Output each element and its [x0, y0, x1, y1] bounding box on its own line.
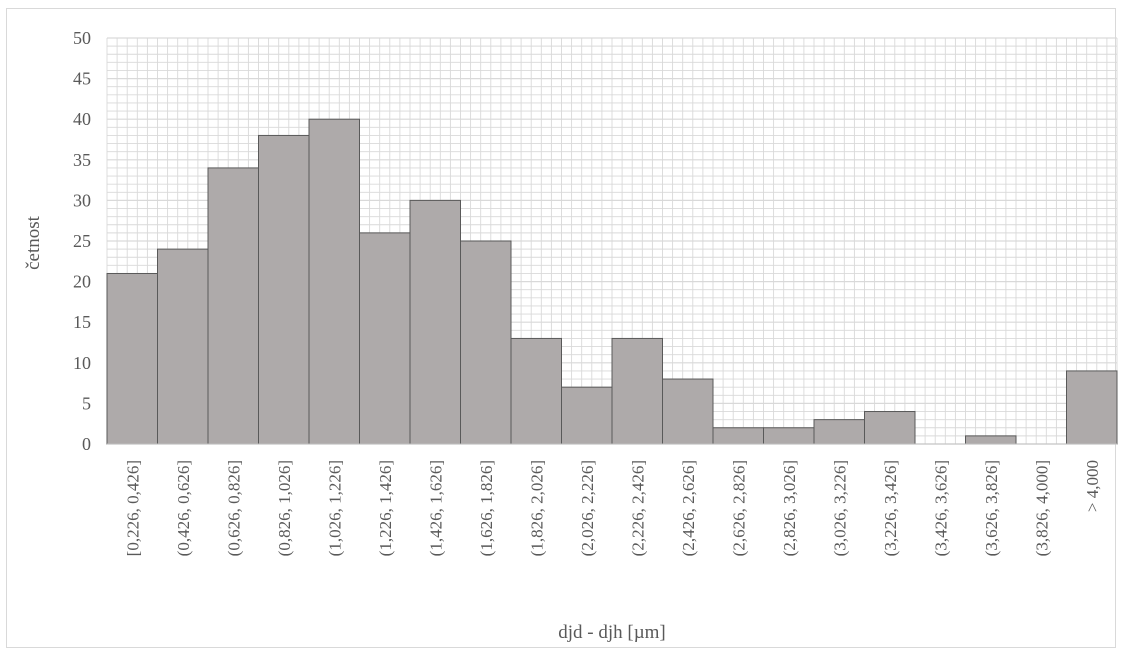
x-tick-label: (2,426, 2,626] [679, 460, 698, 556]
x-tick-label: (2,826, 3,026] [780, 460, 799, 556]
y-axis-title: četnost [23, 215, 44, 270]
bar [510, 337, 562, 445]
y-tick-label: 25 [73, 231, 91, 251]
x-tick-label: (3,026, 3,226] [830, 460, 849, 556]
bar [106, 272, 158, 445]
x-axis-title: djd - djh [µm] [558, 622, 666, 643]
x-tick-label: (1,626, 1,826] [477, 460, 496, 556]
x-tick-label: (1,226, 1,426] [376, 460, 395, 556]
y-tick-label: 40 [73, 109, 91, 129]
bar [864, 411, 916, 445]
bar [813, 419, 865, 445]
y-tick-label: 30 [73, 190, 91, 210]
y-tick-label: 20 [73, 272, 91, 292]
x-tick-label: (1,426, 1,626] [426, 460, 445, 556]
bar [965, 435, 1017, 445]
x-tick-label: (2,626, 2,826] [729, 460, 748, 556]
axis-layer: 0 5 10 15 20 25 30 35 40 45 50 [0,226, 0,426] (0,426… [73, 28, 1117, 556]
bar [157, 248, 209, 445]
bar [1066, 370, 1118, 445]
y-tick-label: 0 [82, 434, 91, 454]
bar [258, 134, 310, 445]
x-tick-label: (2,226, 2,426] [628, 460, 647, 556]
bar [712, 427, 764, 445]
x-tick-label: (3,426, 3,626] [931, 460, 950, 556]
x-tick-label: (0,626, 0,826] [224, 460, 243, 556]
bar [359, 232, 411, 445]
bar [561, 386, 613, 445]
y-tick-label: 35 [73, 150, 91, 170]
x-tick-label: (1,826, 2,026] [527, 460, 546, 556]
x-tick-label: (3,226, 3,426] [881, 460, 900, 556]
y-tick-label: 50 [73, 28, 91, 48]
y-tick-label: 45 [73, 69, 91, 89]
bar [460, 240, 512, 445]
y-tick-label: 5 [82, 393, 91, 413]
bar [308, 118, 360, 445]
x-tick-label: (3,626, 3,826] [982, 460, 1001, 556]
bar [409, 199, 461, 445]
x-tick-label: (0,826, 1,026] [275, 460, 294, 556]
x-tick-label: (1,026, 1,226] [325, 460, 344, 556]
bar [611, 337, 663, 445]
y-tick-label: 10 [73, 353, 91, 373]
y-tick-label: 15 [73, 312, 91, 332]
bar [662, 378, 714, 445]
bar [763, 427, 815, 445]
x-tick-label: (3,826, 4,000] [1032, 460, 1051, 556]
bar [207, 167, 259, 445]
x-tick-label: > 4,000 [1083, 460, 1102, 512]
x-tick-label: (0,426, 0,626] [174, 460, 193, 556]
x-tick-label: (2,026, 2,226] [578, 460, 597, 556]
x-tick-label: [0,226, 0,426] [123, 460, 142, 556]
